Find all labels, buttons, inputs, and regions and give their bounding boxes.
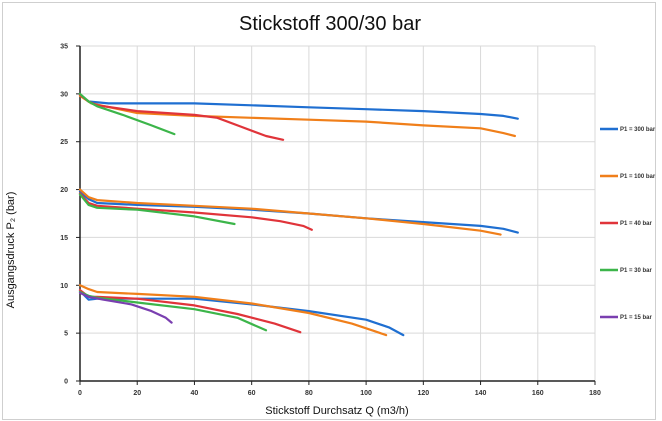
- x-tick-label: 180: [589, 390, 601, 397]
- x-tick-label: 80: [305, 390, 313, 397]
- x-tick-label: 140: [475, 390, 487, 397]
- series-line-p1-100-bar: [78, 284, 388, 337]
- x-tick-label: 120: [417, 390, 429, 397]
- x-axis-label: Stickstoff Durchsatz Q (m3/h): [265, 405, 408, 417]
- y-tick-label: 5: [64, 331, 68, 338]
- series-line-p1-300-bar: [78, 93, 519, 120]
- y-tick-label: 0: [64, 379, 68, 386]
- y-tick-label: 20: [60, 187, 68, 194]
- series-line-p1-30-bar: [78, 193, 236, 226]
- legend-label-p1-15-bar: P1 = 15 bar: [620, 315, 653, 321]
- legend-label-p1-100-bar: P1 = 100 bar: [620, 174, 656, 180]
- y-tick-label: 30: [60, 91, 68, 98]
- y-tick-label: 10: [60, 283, 68, 290]
- x-tick-label: 160: [532, 390, 544, 397]
- series-line-p1-100-bar: [78, 94, 516, 138]
- series-line-p1-100-bar: [78, 188, 502, 236]
- y-axis-label: Ausgangsdruck P₂ (bar): [5, 192, 17, 309]
- x-tick-label: 0: [78, 390, 82, 397]
- legend: P1 = 300 bar P1 = 100 bar P1 = 40 bar P1 = …: [600, 127, 656, 321]
- series-line-p1-15-bar: [78, 291, 173, 324]
- series-line-p1-40-bar: [78, 192, 313, 231]
- chart-title: Stickstoff 300/30 bar: [239, 13, 421, 35]
- legend-label-p1-40-bar: P1 = 40 bar: [620, 221, 653, 227]
- grid-layer: [80, 45, 596, 381]
- axes-layer: [79, 46, 595, 382]
- x-tick-label: 100: [360, 390, 372, 397]
- y-tick-label: 35: [60, 44, 68, 51]
- x-tick-label: 20: [133, 390, 141, 397]
- ticks-layer: 0 20 40 60 80 100 120 140 160 180 0 5 10 15 20 25 30 35: [60, 44, 601, 398]
- series-line-p1-30-bar: [78, 92, 176, 136]
- y-tick-label: 15: [60, 235, 68, 242]
- series-layer: [78, 92, 519, 337]
- x-tick-label: 40: [191, 390, 199, 397]
- y-tick-label: 25: [60, 139, 68, 146]
- legend-label-p1-300-bar: P1 = 300 bar: [620, 127, 656, 133]
- series-line-p1-300-bar: [78, 289, 405, 337]
- x-tick-label: 60: [248, 390, 256, 397]
- legend-label-p1-30-bar: P1 = 30 bar: [620, 268, 653, 274]
